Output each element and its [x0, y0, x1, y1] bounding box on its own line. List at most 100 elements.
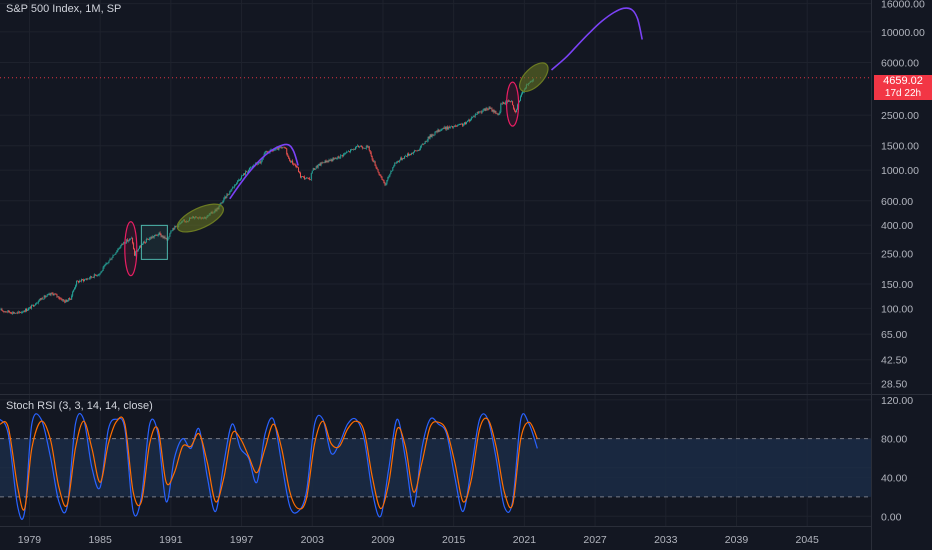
candle-body — [334, 158, 336, 159]
candle-body — [45, 296, 47, 298]
candle-body — [165, 237, 167, 239]
candle-body — [312, 168, 314, 171]
candle-body — [29, 307, 31, 309]
candle-body — [471, 116, 473, 118]
candle-body — [220, 202, 222, 205]
chart-title[interactable]: S&P 500 Index, 1M, SP — [6, 3, 122, 15]
candle-body — [502, 102, 504, 104]
candle-body — [410, 152, 412, 155]
projection-arc-future[interactable] — [550, 7, 643, 71]
candle-body — [65, 299, 67, 303]
candle-body — [480, 111, 482, 113]
price-axis[interactable]: 16000.00 10000.00 6000.00 2500.00 1500.00 100… — [881, 0, 925, 391]
candle-body — [2, 310, 4, 312]
candle-body — [287, 153, 289, 156]
candle-body — [337, 156, 339, 159]
candle-body — [8, 310, 10, 312]
candle-body — [94, 274, 96, 276]
highlight-ellipse-red[interactable] — [124, 221, 138, 277]
candle-body — [345, 153, 347, 154]
highlight-ellipse-olive[interactable] — [515, 58, 553, 96]
candle-body — [141, 243, 143, 245]
highlight-box[interactable] — [140, 224, 168, 260]
candle-body — [90, 276, 92, 278]
candle-body — [26, 309, 28, 311]
candle-body — [169, 233, 171, 237]
candle-body — [510, 101, 512, 102]
candle-body — [476, 112, 478, 115]
candle-body — [160, 233, 162, 237]
candle-body — [316, 166, 318, 168]
candle-body — [77, 280, 79, 282]
candle-body — [341, 155, 343, 156]
candle-body — [486, 108, 488, 110]
stoch-rsi-label[interactable]: Stoch RSI (3, 3, 14, 14, close) — [6, 400, 153, 412]
candle-body — [331, 159, 333, 162]
stoch-tick-label: 40.00 — [881, 472, 907, 484]
candle-body — [128, 240, 130, 242]
candle-body — [27, 308, 29, 310]
candle-body — [348, 151, 350, 152]
candle-body — [466, 120, 468, 122]
highlight-ellipse-red[interactable] — [505, 81, 520, 127]
candle-body — [402, 158, 404, 160]
candle-body — [88, 278, 90, 279]
candle-body — [483, 108, 485, 110]
candle-body — [394, 162, 396, 167]
candle-body — [92, 277, 94, 278]
candle-body — [227, 194, 229, 196]
candle-body — [504, 103, 506, 105]
projection-arc-1997[interactable] — [229, 143, 299, 200]
main-price-pane[interactable] — [0, 7, 872, 316]
candle-body — [162, 236, 164, 238]
candle-body — [307, 177, 309, 179]
candle-body — [14, 313, 16, 314]
candle-body — [481, 111, 483, 113]
time-tick-label: 2003 — [301, 534, 325, 546]
highlight-ellipse-olive[interactable] — [173, 198, 227, 237]
candle-body — [437, 129, 439, 133]
candle-body — [497, 113, 499, 115]
candle-body — [168, 236, 170, 240]
candle-body — [412, 152, 414, 154]
candle-body — [80, 280, 82, 282]
candle-body — [292, 160, 294, 164]
candle-body — [274, 149, 276, 151]
candle-body — [374, 161, 376, 166]
candle-body — [377, 169, 379, 172]
stoch-rsi-pane[interactable] — [0, 412, 872, 520]
candle-body — [305, 177, 307, 179]
time-axis[interactable]: 1979 1985 1991 1997 2003 2009 2015 2021 2027 2033… — [18, 534, 819, 546]
stoch-rsi-axis[interactable]: 120.00 80.00 40.00 0.00 — [881, 395, 913, 523]
candle-body — [9, 311, 11, 313]
candle-body — [495, 111, 497, 114]
candle-body — [6, 311, 8, 313]
candle-body — [150, 237, 152, 239]
candle-body — [116, 251, 118, 253]
candle-body — [464, 122, 466, 125]
candle-body — [148, 238, 150, 240]
candle-body — [447, 126, 449, 130]
candle-body — [321, 162, 323, 164]
time-tick-label: 2009 — [371, 534, 395, 546]
candle-body — [175, 225, 177, 227]
candle-body — [224, 196, 226, 199]
candle-body — [107, 262, 109, 264]
candle-body — [338, 156, 340, 158]
candle-body — [174, 225, 176, 230]
candle-body — [322, 162, 324, 164]
candle-body — [511, 101, 513, 102]
candle-body — [343, 153, 345, 157]
candle-body — [354, 147, 356, 150]
candle-body — [143, 242, 145, 243]
candle-body — [429, 134, 431, 139]
candle-body — [136, 250, 138, 252]
candle-body — [479, 111, 481, 113]
candle-body — [270, 149, 272, 151]
candle-body — [298, 167, 300, 173]
candle-body — [54, 293, 56, 295]
candle-body — [324, 160, 326, 164]
candle-body — [513, 105, 515, 109]
candle-body — [383, 180, 385, 184]
